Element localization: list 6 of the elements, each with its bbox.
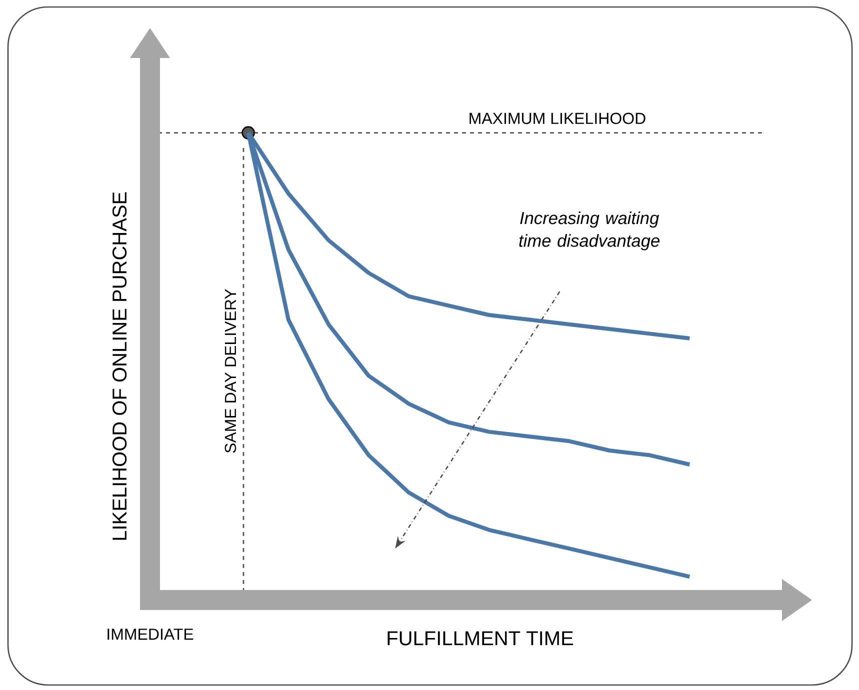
annotation: SAME DAY DELIVERY [224,289,236,453]
text: IMMEDIATE [108,628,194,640]
annotation: Increasing waiting time disadvantage [519,211,660,250]
text: LIKELIHOOD OF ONLINE PURCHASE [112,192,127,540]
ref-line-label: MAXIMUM LIKELIHOOD [470,112,646,124]
x-axis-title: FULFILLMENT TIME [388,631,574,646]
